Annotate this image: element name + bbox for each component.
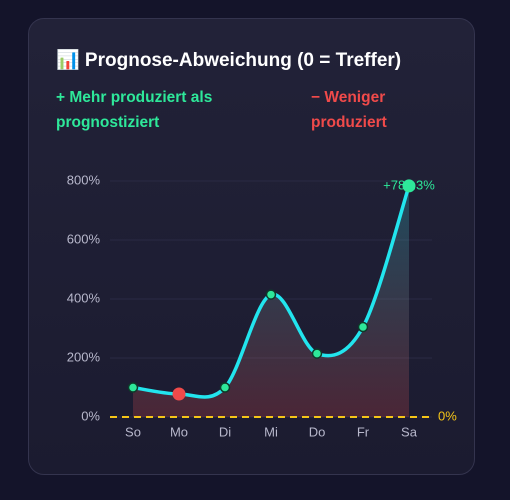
x-tick-label: Sa <box>401 424 418 439</box>
point <box>219 382 231 393</box>
chart-title: 📊 Prognose-Abweichung (0 = Treffer) <box>56 50 402 71</box>
x-tick-label: So <box>125 424 141 439</box>
point <box>357 321 369 333</box>
point <box>311 348 323 359</box>
x-tick-label: Mi <box>264 424 278 439</box>
reference-label: 0% <box>438 408 457 423</box>
legend-positive: + Mehr produziert als prognostiziert <box>56 89 213 131</box>
point <box>402 179 416 193</box>
y-tick-label: 400% <box>67 290 101 305</box>
legend-negative: − Weniger produziert <box>311 89 387 131</box>
y-tick-label: 600% <box>67 231 101 246</box>
x-tick-label: Di <box>219 424 231 439</box>
value-label: +783.3% <box>383 177 435 192</box>
area <box>133 185 409 417</box>
point <box>127 382 139 393</box>
y-tick-label: 0% <box>81 408 100 423</box>
x-tick-label: Mo <box>170 424 188 439</box>
y-tick-label: 800% <box>67 172 101 187</box>
y-tick-label: 200% <box>67 349 101 364</box>
point <box>265 289 277 300</box>
x-tick-label: Do <box>309 424 326 439</box>
point <box>172 387 186 401</box>
x-tick-label: Fr <box>357 424 370 439</box>
